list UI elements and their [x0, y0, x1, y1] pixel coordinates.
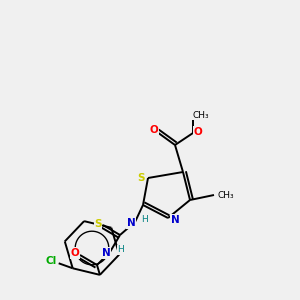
Text: S: S — [94, 219, 102, 229]
Text: CH₃: CH₃ — [218, 190, 234, 200]
Text: CH₃: CH₃ — [193, 110, 209, 119]
Text: Cl: Cl — [45, 256, 56, 266]
Text: O: O — [194, 127, 202, 137]
Text: H: H — [118, 245, 124, 254]
Text: N: N — [102, 248, 110, 258]
Text: O: O — [70, 248, 80, 258]
Text: N: N — [171, 215, 179, 225]
Text: O: O — [150, 125, 158, 135]
Text: H: H — [142, 215, 148, 224]
Text: S: S — [137, 173, 145, 183]
Text: N: N — [127, 218, 135, 228]
